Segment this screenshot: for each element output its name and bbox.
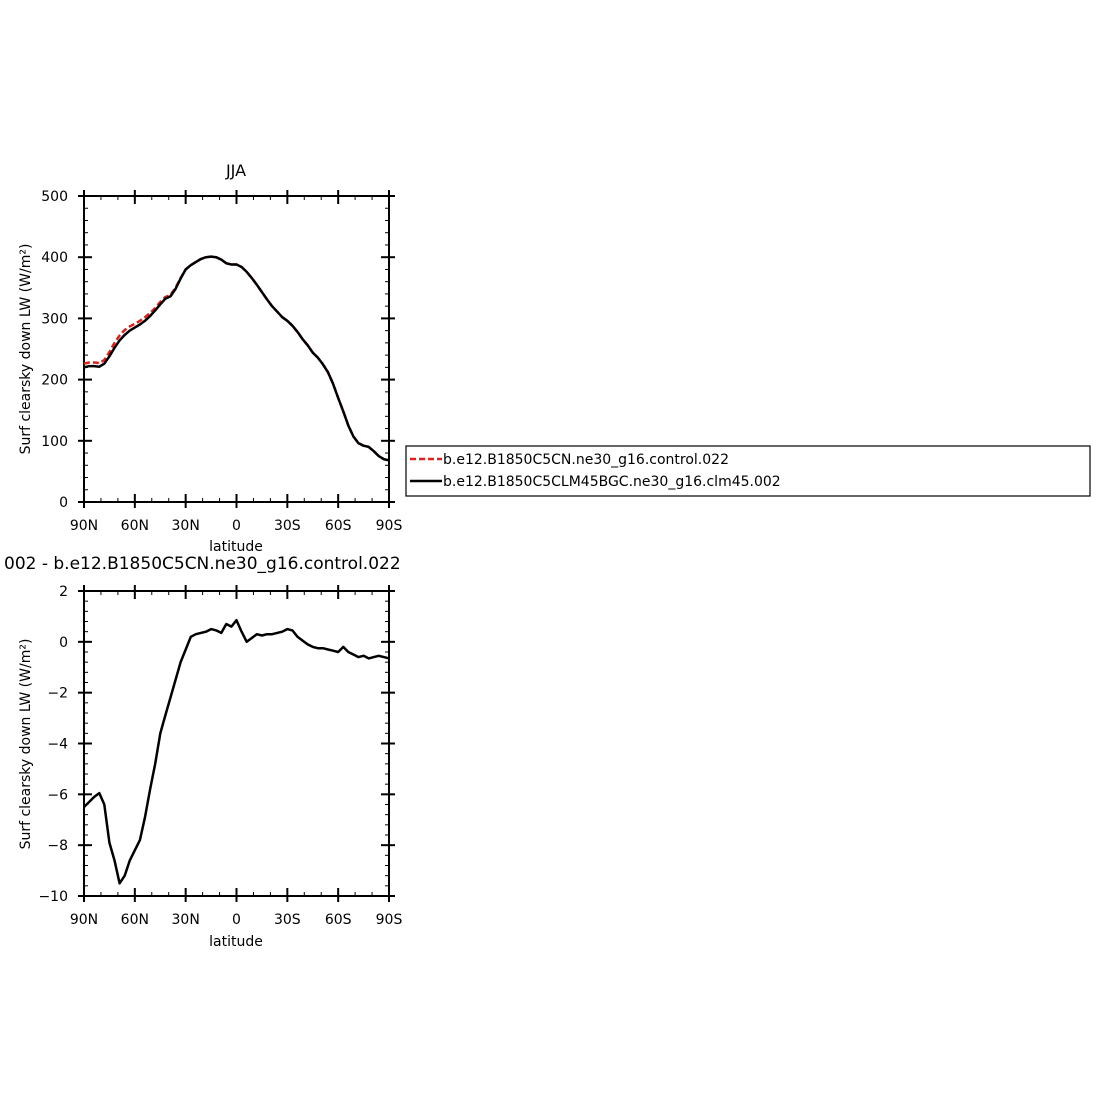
bottom-x-tick-label: 30N (172, 912, 200, 928)
top-x-tick-label: 30S (274, 518, 301, 534)
top-x-tick-label: 60S (325, 518, 352, 534)
top-series-line-1 (83, 255, 390, 462)
bottom-plot-area: 90N 60N 30N 0 30S 60S 90S −10 −8 −6 −4 −2 0 2 (38, 584, 402, 928)
bottom-plot-frame (83, 590, 390, 897)
top-x-axis-label: latitude (209, 539, 263, 555)
bottom-x-tick-label: 30S (274, 912, 301, 928)
top-series-line-0 (83, 255, 390, 462)
bottom-y-axis-label: Surf clearsky down LW (W/m²) (18, 639, 34, 850)
legend-label-control: b.e12.B1850C5CN.ne30_g16.control.022 (443, 452, 729, 468)
bottom-x-axis-label: latitude (209, 934, 263, 950)
top-x-tick-label: 90S (376, 518, 403, 534)
bottom-y-tick-label: 2 (59, 584, 68, 600)
top-panel: JJA 90N 60N 30N 0 30S 60S 90S0100200300400500 … (18, 161, 402, 555)
legend: b.e12.B1850C5CN.ne30_g16.control.022 b.e… (405, 445, 1091, 497)
top-y-tick-label: 300 (41, 311, 68, 327)
bottom-x-tick-label: 0 (232, 912, 241, 928)
top-y-tick-label: 500 (41, 189, 68, 205)
bottom-y-tick-label: −10 (38, 889, 68, 905)
bottom-series-line-0 (83, 618, 390, 885)
bottom-panel: 002 - b.e12.B1850C5CN.ne30_g16.control.0… (4, 554, 402, 950)
bottom-chart-title: 002 - b.e12.B1850C5CN.ne30_g16.control.0… (4, 554, 401, 574)
legend-box (405, 445, 1091, 497)
bottom-y-tick-label: −4 (47, 737, 68, 753)
bottom-y-tick-label: −6 (47, 787, 68, 803)
bottom-x-tick-label: 90N (70, 912, 98, 928)
top-plot-area: 90N 60N 30N 0 30S 60S 90S 0 100 200 300 400 500 (41, 189, 402, 534)
top-chart-title: JJA (225, 161, 246, 180)
top-y-tick-label: 100 (41, 434, 68, 450)
top-x-tick-label: 30N (172, 518, 200, 534)
legend-label-clm45: b.e12.B1850C5CLM45BGC.ne30_g16.clm45.002 (443, 474, 781, 490)
top-x-tick-label: 90N (70, 518, 98, 534)
top-y-tick-label: 400 (41, 250, 68, 266)
top-x-tick-label: 0 (232, 518, 241, 534)
bottom-y-tick-label: 0 (59, 635, 68, 651)
bottom-y-tick-label: −8 (47, 838, 68, 854)
top-y-tick-label: 200 (41, 373, 68, 389)
bottom-x-tick-label: 60S (325, 912, 352, 928)
top-plot-frame (83, 195, 390, 503)
top-y-tick-label: 0 (59, 495, 68, 511)
bottom-x-tick-label: 60N (121, 912, 149, 928)
top-x-tick-label: 60N (121, 518, 149, 534)
top-y-axis-label: Surf clearsky down LW (W/m²) (18, 244, 34, 455)
bottom-y-tick-label: −2 (47, 686, 68, 702)
bottom-x-tick-label: 90S (376, 912, 403, 928)
